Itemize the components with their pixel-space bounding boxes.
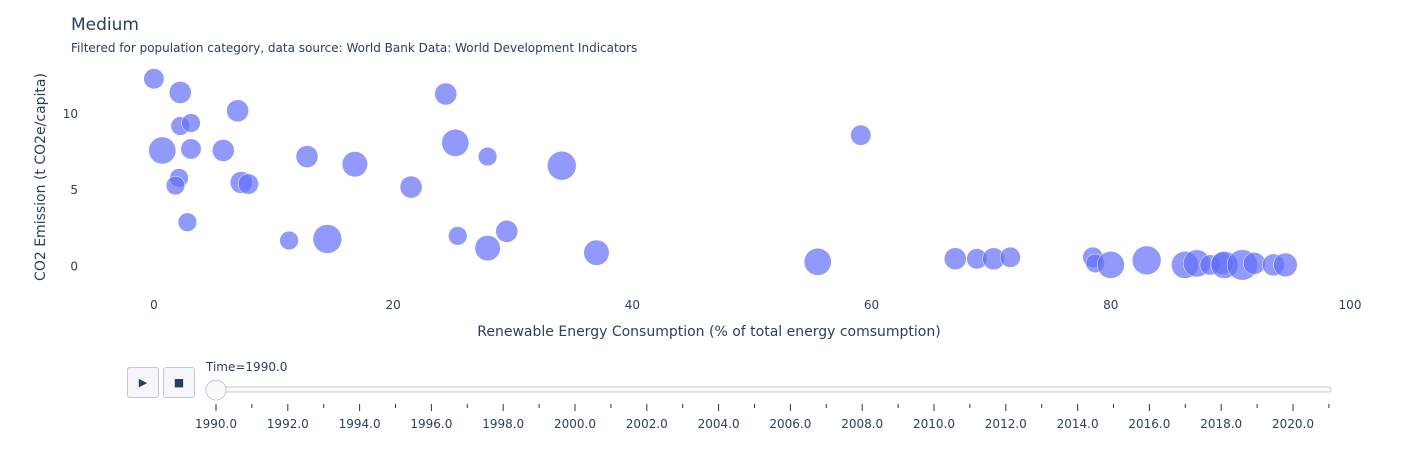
data-point [279,230,299,251]
data-point [177,212,198,232]
x-tick-label: 60 [864,298,879,312]
y-tick-label: 10 [63,107,78,121]
slider-tick-label: 2018.0 [1200,417,1242,431]
data-point [943,247,967,271]
slider-tick-label: 2010.0 [913,417,955,431]
data-point [211,139,235,162]
slider-tick-label: 2006.0 [769,417,811,431]
slider-tick-label: 1992.0 [267,417,309,431]
x-tick-label: 0 [150,298,158,312]
slider-tick-label: 2016.0 [1128,417,1170,431]
data-point [1243,252,1266,275]
data-point [474,235,501,262]
slider-tick-label: 1994.0 [339,417,381,431]
time-slider[interactable]: 1990.0 1992.0 1994.0 1996.0 1998.0 2000.0 2002… [195,379,1332,431]
slider-tick-label: 1998.0 [482,417,524,431]
data-point [1131,245,1162,276]
x-tick-label: 40 [625,298,640,312]
slider-tick-label: 2004.0 [698,417,740,431]
play-button[interactable]: ▶ [127,367,159,398]
slider-tick-label: 2008.0 [841,417,883,431]
slider-ticks: 1990.0 1992.0 1994.0 1996.0 1998.0 2000.0 2002… [195,404,1330,431]
data-point [999,246,1021,268]
slider-current-label: Time=1990.0 [206,360,287,374]
data-point [181,113,201,133]
slider-tick-label: 2020.0 [1272,417,1314,431]
slider-tick-label: 2014.0 [1057,417,1099,431]
data-point [434,82,458,106]
y-tick-label: 5 [70,183,78,197]
chart-subtitle: Filtered for population category, data s… [71,41,637,55]
data-point [143,68,165,90]
data-point [1096,251,1125,279]
data-point [583,239,610,266]
slider-tick-label: 2000.0 [554,417,596,431]
slider-handle[interactable] [205,379,227,401]
play-icon: ▶ [138,376,148,389]
data-point [237,173,259,195]
stop-button[interactable]: ■ [163,367,195,398]
data-point [399,175,423,199]
data-point [165,175,186,196]
data-point [850,124,872,146]
data-point [148,136,177,165]
slider-tick-label: 1996.0 [410,417,452,431]
x-tick-label: 100 [1339,298,1362,312]
x-tick-label: 20 [385,298,400,312]
data-point [495,220,519,243]
data-point [312,224,343,254]
data-point [448,226,468,246]
data-point [180,138,202,160]
data-point [295,145,319,168]
data-point [341,151,368,178]
data-point [441,128,470,157]
data-point [226,99,249,123]
data-point [168,81,192,104]
slider-tick-label: 2002.0 [626,417,668,431]
slider-tick-label: 2012.0 [985,417,1027,431]
x-axis-title: Renewable Energy Consumption (% of total… [477,324,940,340]
slider-tick-label: 1990.0 [195,417,237,431]
y-axis-ticks: 0 5 10 [63,107,78,274]
chart-title: Medium [71,15,139,35]
data-point [1273,252,1298,278]
x-axis-ticks: 0 20 40 60 80 100 [150,298,1361,312]
y-axis-title: CO2 Emission (t CO2e/capita) [33,73,49,281]
data-point [547,151,577,181]
stop-icon: ■ [173,376,185,389]
data-point [478,146,498,167]
data-point [803,248,832,276]
y-tick-label: 0 [70,259,78,273]
data-points [143,68,1298,281]
x-tick-label: 80 [1103,298,1118,312]
slider-rail[interactable] [205,386,1332,393]
slider-current-value: Time=1990.0 [206,360,288,374]
